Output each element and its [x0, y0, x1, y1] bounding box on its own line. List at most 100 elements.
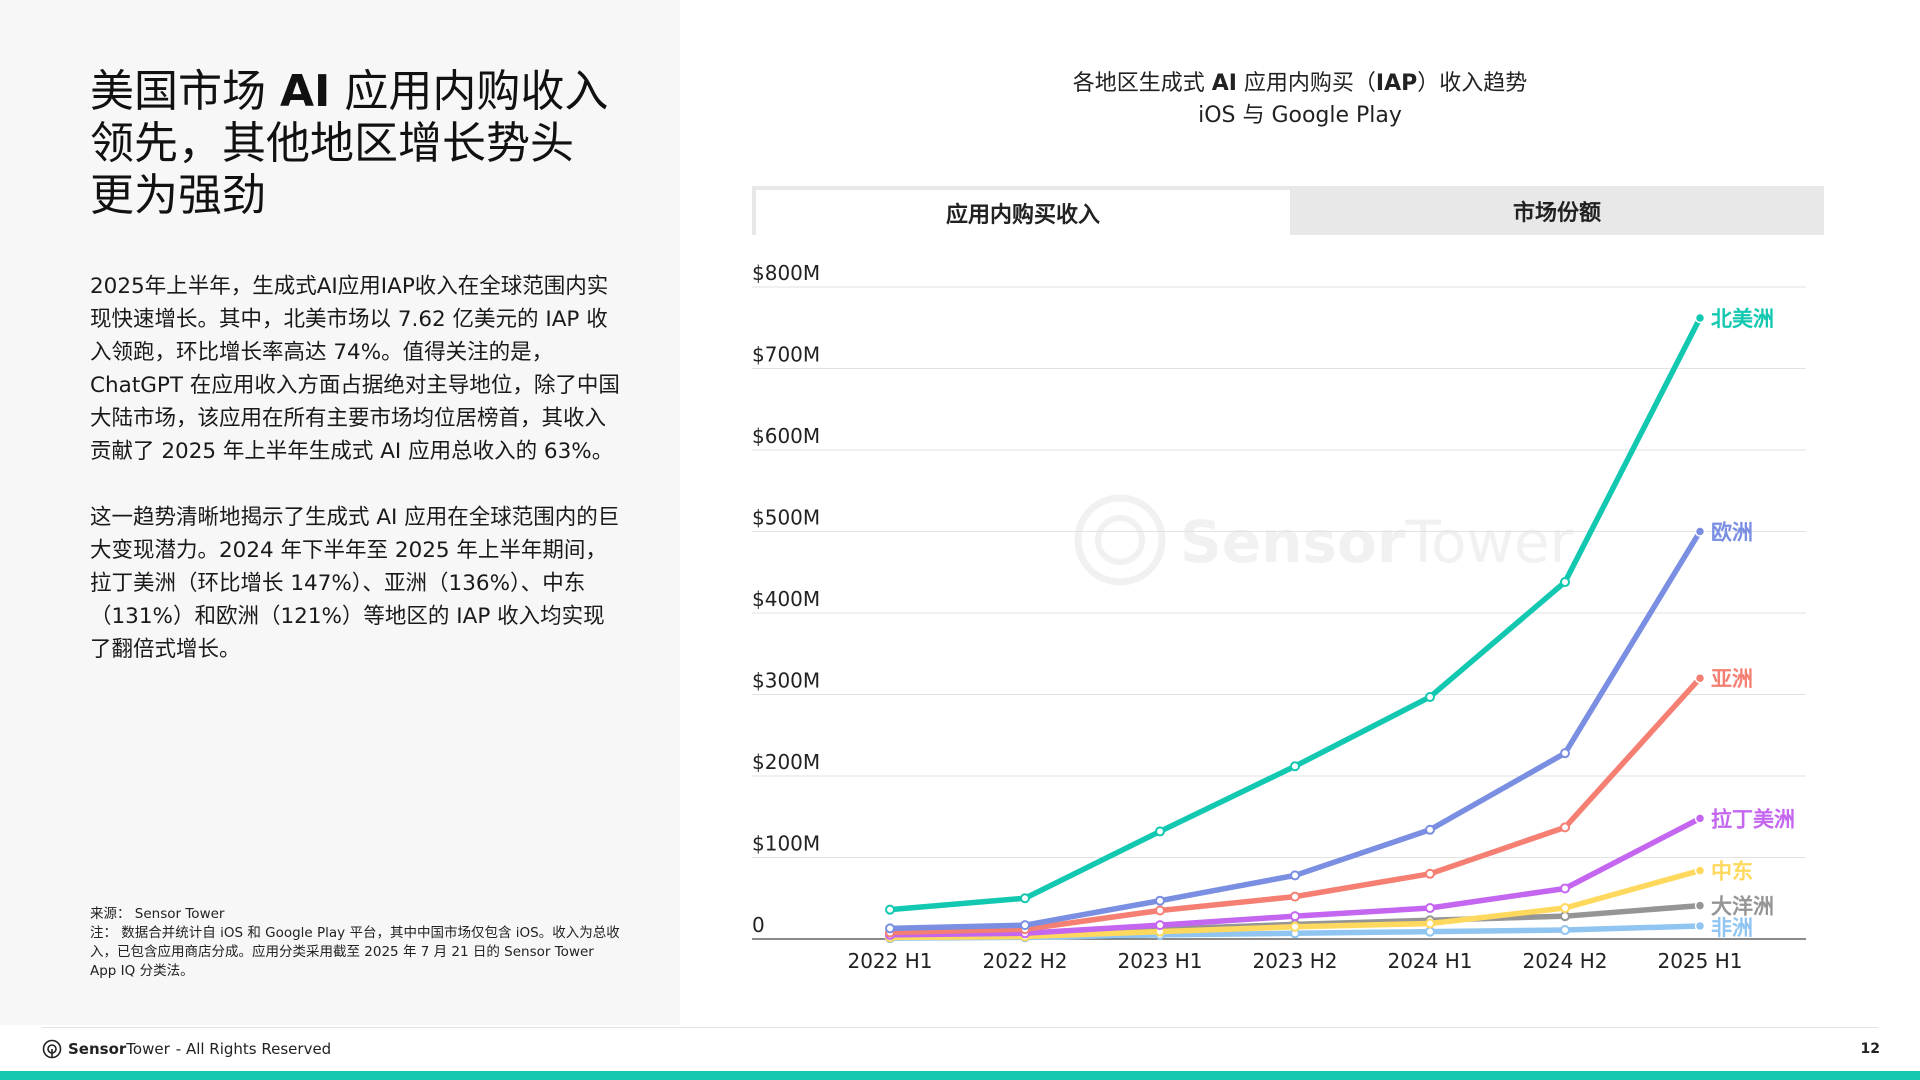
data-point	[1020, 893, 1030, 904]
data-point	[1020, 920, 1030, 931]
data-point	[1694, 865, 1706, 876]
title-line-3: 更为强劲	[90, 170, 266, 221]
data-point	[1694, 813, 1706, 824]
y-tick-label: $400M	[752, 587, 820, 611]
footnote-note: 注： 数据合并统计自 iOS 和 Google Play 平台，其中中国市场仅包…	[90, 925, 620, 979]
watermark: SensorTower	[1074, 494, 1574, 586]
x-tick-label: 2024 H2	[1522, 949, 1607, 973]
y-tick-label: $300M	[752, 669, 820, 693]
body-paragraph-2: 这一趋势清晰地揭示了生成式 AI 应用在全球范围内的巨大变现潜力。2024 年下…	[90, 505, 620, 662]
page-title: 美国市场 AI 应用内购收入 领先，其他地区增长势头 更为强劲	[90, 66, 630, 222]
data-point	[1560, 903, 1570, 914]
title-line-1-pre: 美国市场	[90, 66, 280, 117]
footnote: 来源： Sensor Tower 注： 数据合并统计自 iOS 和 Google…	[90, 905, 620, 981]
data-point	[1425, 868, 1435, 879]
footer-divider	[42, 1027, 1878, 1028]
y-tick-label: $200M	[752, 750, 820, 774]
footnote-source: 来源： Sensor Tower	[90, 906, 225, 922]
data-point	[1560, 748, 1570, 759]
data-point	[1425, 691, 1435, 702]
footer-rights: - All Rights Reserved	[175, 1040, 332, 1058]
data-point	[1290, 921, 1300, 932]
title-line-1-bold: AI	[280, 66, 331, 117]
page-number: 12	[1860, 1041, 1880, 1057]
series-end-label: 大洋洲	[1711, 895, 1774, 919]
watermark-text: SensorTower	[1180, 508, 1574, 576]
sensor-tower-logo-icon	[42, 1039, 62, 1059]
left-panel	[0, 0, 680, 1025]
data-point	[1155, 895, 1165, 906]
x-tick-label: 2024 H1	[1387, 949, 1472, 973]
series-end-label: 亚洲	[1711, 667, 1753, 691]
series-end-label: 中东	[1711, 860, 1753, 884]
series-end-label: 欧洲	[1711, 521, 1753, 545]
title-line-1-post: 应用内购收入	[330, 66, 609, 117]
chart-title-bold-iap: IAP	[1375, 71, 1418, 96]
watermark-logo-inner-icon	[1095, 515, 1145, 565]
data-point	[1560, 911, 1570, 922]
data-point	[1425, 824, 1435, 835]
footer-brand-sensor: Sensor	[68, 1040, 127, 1058]
x-tick-label: 2023 H1	[1117, 949, 1202, 973]
data-point	[1290, 911, 1300, 922]
data-point	[1560, 822, 1570, 833]
data-point	[1694, 900, 1706, 911]
y-tick-label: $800M	[752, 261, 820, 285]
data-point	[1694, 526, 1706, 537]
data-point	[1560, 883, 1570, 894]
series-line	[887, 528, 1703, 932]
axis-layer: 0 $100M $200M $300M $400M $500M $600M $700M $800…	[752, 261, 1806, 973]
data-point	[1155, 905, 1165, 916]
footer-brand: Sensor Tower - All Rights Reserved	[42, 1039, 331, 1059]
y-tick-label: 0	[752, 913, 765, 937]
series-end-label: 北美洲	[1711, 307, 1774, 331]
watermark-word-tower: Tower	[1404, 508, 1573, 576]
x-tick-label: 2022 H1	[847, 949, 932, 973]
chart-title-pre: 各地区生成式	[1072, 71, 1212, 96]
data-point	[1694, 312, 1706, 324]
y-tick-label: $100M	[752, 832, 820, 856]
body-paragraph-1: 2025年上半年，生成式AI应用IAP收入在全球范围内实现快速增长。其中，北美市…	[90, 274, 620, 464]
chart-subtitle: iOS 与 Google Play	[1198, 103, 1402, 128]
x-tick-label: 2022 H2	[982, 949, 1067, 973]
series-line	[887, 315, 1703, 913]
bottom-accent-bar	[0, 1071, 1920, 1080]
series-end-label: 拉丁美洲	[1711, 807, 1795, 831]
data-point	[1425, 903, 1435, 914]
data-point	[1425, 918, 1435, 929]
data-point	[1290, 761, 1300, 772]
data-point	[1155, 920, 1165, 931]
data-point	[1425, 926, 1435, 937]
watermark-logo-icon	[1074, 494, 1166, 586]
data-point	[1560, 925, 1570, 936]
x-tick-label: 2025 H1	[1657, 949, 1742, 973]
chart-tabs: 应用内购买收入 市场份额	[752, 186, 1824, 235]
chart-title-post: ）收入趋势	[1417, 71, 1528, 96]
series-end-label: 非洲	[1711, 916, 1753, 940]
footer-brand-tower: Tower	[126, 1040, 170, 1058]
data-point	[885, 904, 895, 915]
y-tick-label: $700M	[752, 343, 820, 367]
tab-iap-revenue[interactable]: 应用内购买收入	[756, 190, 1290, 235]
data-point	[1694, 672, 1706, 684]
data-point	[1694, 920, 1706, 932]
body-text: 2025年上半年，生成式AI应用IAP收入在全球范围内实现快速增长。其中，北美市…	[90, 270, 620, 699]
chart-title-bold-ai: AI	[1211, 71, 1237, 96]
data-point	[1290, 870, 1300, 881]
title-line-2: 领先，其他地区增长势头	[90, 118, 574, 169]
data-point	[1290, 891, 1300, 902]
data-point	[885, 923, 895, 934]
data-point	[1155, 826, 1165, 837]
tab-market-share[interactable]: 市场份额	[1512, 200, 1601, 226]
data-point	[1560, 577, 1570, 588]
chart-title-mid: 应用内购买（	[1236, 71, 1376, 96]
y-tick-label: $500M	[752, 506, 820, 530]
title-line-1: 美国市场 AI 应用内购收入	[90, 66, 630, 118]
y-tick-label: $600M	[752, 424, 820, 448]
chart-title: 各地区生成式 AI 应用内购买（IAP）收入趋势 iOS 与 Google Pl…	[980, 68, 1620, 132]
series-layer	[885, 312, 1706, 944]
x-tick-label: 2023 H2	[1252, 949, 1337, 973]
watermark-word-sensor: Sensor	[1180, 508, 1406, 576]
